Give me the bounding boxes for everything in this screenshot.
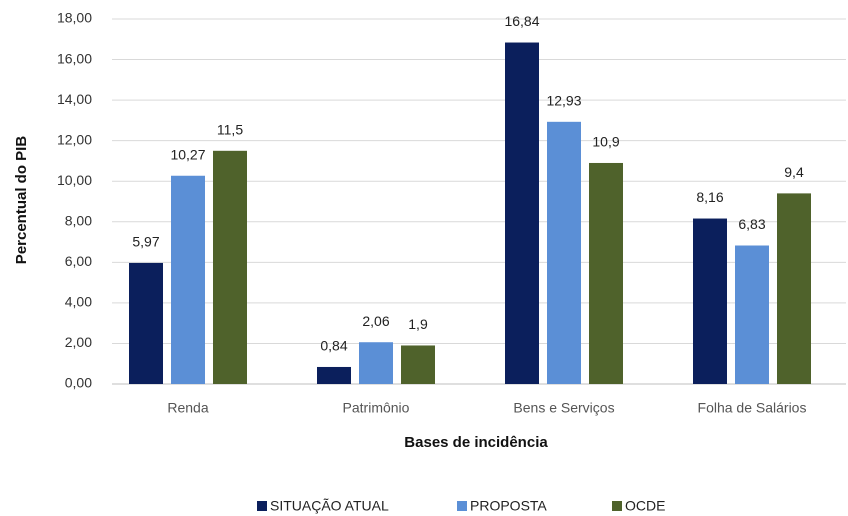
y-tick-label: 4,00 bbox=[65, 294, 92, 310]
bar bbox=[777, 193, 811, 384]
x-tick-label: Renda bbox=[167, 400, 208, 416]
bar bbox=[505, 42, 539, 385]
bar bbox=[589, 162, 623, 384]
bar bbox=[401, 345, 435, 384]
bar bbox=[359, 342, 393, 384]
y-tick-label: 14,00 bbox=[57, 91, 92, 107]
value-label: 1,9 bbox=[408, 316, 428, 332]
y-tick-label: 12,00 bbox=[57, 131, 92, 147]
y-tick-label: 8,00 bbox=[65, 212, 92, 228]
bar bbox=[693, 218, 727, 384]
value-label: 6,83 bbox=[738, 216, 765, 232]
legend-swatch bbox=[257, 501, 267, 511]
y-tick-label: 18,00 bbox=[57, 10, 92, 26]
value-label: 2,06 bbox=[362, 313, 389, 329]
y-tick-label: 2,00 bbox=[65, 334, 92, 350]
value-label: 8,16 bbox=[696, 189, 723, 205]
x-axis-title: Bases de incidência bbox=[404, 434, 548, 451]
y-tick-label: 16,00 bbox=[57, 50, 92, 66]
legend-label: OCDE bbox=[625, 498, 665, 514]
value-label: 5,97 bbox=[132, 234, 159, 250]
value-label: 9,4 bbox=[784, 164, 804, 180]
bar bbox=[213, 150, 247, 384]
value-label: 12,93 bbox=[546, 93, 581, 109]
value-label: 16,84 bbox=[504, 13, 539, 29]
legend-swatch bbox=[457, 501, 467, 511]
y-tick-label: 10,00 bbox=[57, 172, 92, 188]
legend-label: SITUAÇÃO ATUAL bbox=[270, 498, 389, 514]
bar bbox=[547, 121, 581, 384]
bar bbox=[171, 175, 205, 384]
bar bbox=[735, 245, 769, 384]
value-label: 10,27 bbox=[170, 146, 205, 162]
value-label: 11,5 bbox=[217, 122, 243, 138]
y-tick-label: 6,00 bbox=[65, 253, 92, 269]
x-tick-label: Patrimônio bbox=[343, 400, 410, 416]
y-axis-title: Percentual do PIB bbox=[13, 136, 30, 265]
bar bbox=[317, 366, 351, 384]
y-tick-label: 0,00 bbox=[65, 375, 92, 391]
x-tick-label: Bens e Serviços bbox=[513, 400, 614, 416]
bar bbox=[129, 262, 163, 384]
legend-label: PROPOSTA bbox=[470, 498, 547, 514]
value-label: 10,9 bbox=[592, 134, 619, 150]
x-tick-label: Folha de Salários bbox=[698, 400, 807, 416]
value-label: 0,84 bbox=[320, 338, 347, 354]
legend-swatch bbox=[612, 501, 622, 511]
